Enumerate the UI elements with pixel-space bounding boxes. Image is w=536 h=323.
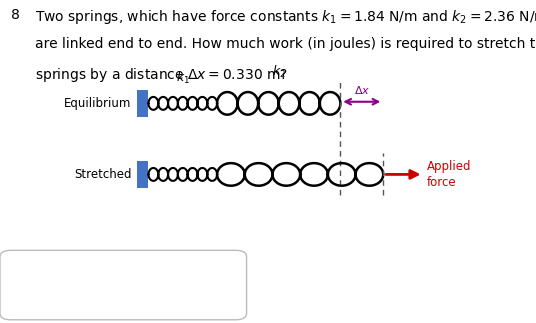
Text: Applied
force: Applied force — [427, 160, 472, 189]
Text: Stretched: Stretched — [74, 168, 131, 181]
Text: Answer: Answer — [27, 279, 78, 293]
Text: $k_1$: $k_1$ — [176, 69, 190, 86]
FancyBboxPatch shape — [137, 89, 148, 117]
Text: springs by a distance $\Delta x = 0.330$ m?: springs by a distance $\Delta x = 0.330$… — [35, 66, 288, 84]
Text: $\Delta x$: $\Delta x$ — [354, 84, 370, 96]
Text: are linked end to end. How much work (in joules) is required to stretch the: are linked end to end. How much work (in… — [35, 37, 536, 51]
Text: $k_2$: $k_2$ — [272, 64, 286, 80]
Text: 8: 8 — [11, 8, 20, 22]
FancyBboxPatch shape — [137, 161, 148, 188]
Text: Two springs, which have force constants $k_1 = 1.84$ N/m and $k_2 = 2.36$ N/m,: Two springs, which have force constants … — [35, 8, 536, 26]
Text: Equilibrium: Equilibrium — [64, 97, 131, 110]
